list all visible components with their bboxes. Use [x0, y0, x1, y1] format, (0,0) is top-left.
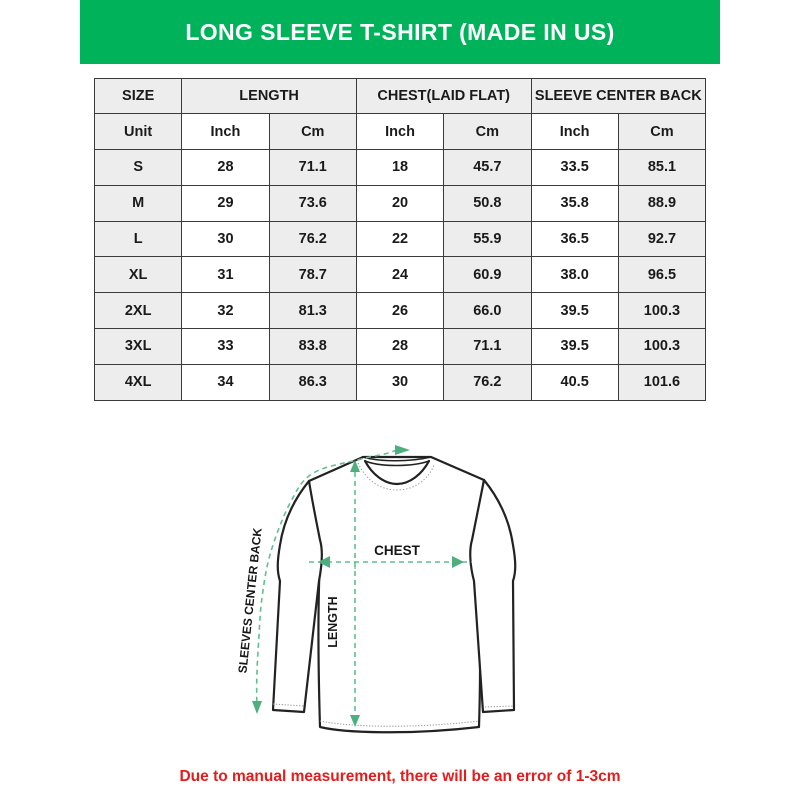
svg-text:CHEST: CHEST [374, 543, 421, 558]
svg-text:LENGTH: LENGTH [326, 596, 340, 647]
svg-text:SLEEVES CENTER BACK: SLEEVES CENTER BACK [235, 527, 264, 674]
